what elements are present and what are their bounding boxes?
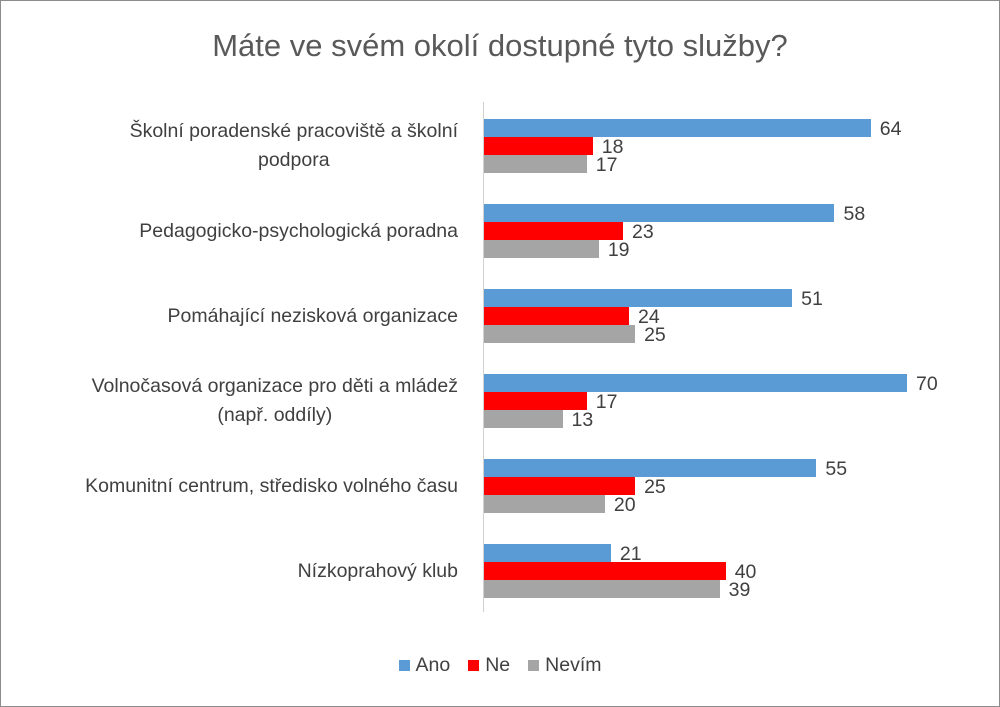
bar-ne — [484, 137, 593, 155]
data-label: 17 — [595, 391, 618, 413]
data-label: 51 — [801, 288, 823, 310]
bar-ne — [484, 477, 636, 495]
legend-label: Ano — [415, 654, 451, 676]
data-label: 70 — [916, 373, 938, 395]
data-label: 20 — [613, 494, 636, 516]
bar-ano — [484, 119, 871, 137]
legend-swatch — [528, 660, 540, 671]
category-label-text: Komunitní centrum, středisko volného čas… — [85, 474, 458, 497]
data-label: 23 — [631, 221, 654, 243]
legend-label: Nevím — [545, 654, 602, 676]
data-label: 25 — [644, 324, 666, 346]
data-label: 21 — [619, 543, 642, 565]
category-label: Školní poradenské pracoviště a školní po… — [0, 116, 458, 176]
bar-nevím — [484, 495, 605, 513]
data-label: 18 — [601, 136, 624, 158]
bar-ano — [484, 204, 835, 222]
data-label: 19 — [607, 239, 630, 261]
bar-nevím — [484, 155, 587, 173]
data-label: 13 — [571, 409, 594, 431]
category-label-text: Pomáhající nezisková organizace — [167, 304, 459, 327]
data-label: 64 — [879, 118, 902, 140]
bar-ne — [484, 562, 726, 580]
data-label: 40 — [734, 561, 757, 583]
legend-label: Ne — [485, 654, 511, 676]
bar-ano — [484, 374, 907, 392]
bar-ano — [484, 544, 611, 562]
category-label: Komunitní centrum, středisko volného čas… — [0, 456, 458, 516]
category-label: Pedagogicko-psychologická poradna — [0, 201, 458, 261]
legend-swatch — [398, 660, 410, 671]
bar-nevím — [484, 240, 599, 258]
legend-item: Ano — [398, 654, 451, 677]
category-label-text: Školní poradenské pracoviště a školní po… — [129, 120, 458, 171]
category-label-text: Nízkoprahový klub — [297, 559, 458, 582]
bar-nevím — [484, 410, 563, 428]
category-label-text: Volnočasová organizace pro děti a mládež… — [91, 375, 458, 426]
legend-item: Ne — [468, 654, 510, 677]
bar-nevím — [484, 325, 636, 343]
bar-ano — [484, 459, 817, 477]
legend: Ano Ne Nevím — [0, 654, 1000, 677]
data-label: 55 — [825, 458, 848, 480]
data-label: 25 — [644, 476, 666, 498]
bar-ne — [484, 307, 630, 325]
data-label: 17 — [595, 154, 618, 176]
category-axis-line — [483, 102, 484, 612]
legend-item: Nevím — [528, 654, 601, 677]
category-label: Pomáhající nezisková organizace — [0, 286, 459, 346]
legend-swatch — [468, 660, 480, 671]
data-label: 39 — [728, 579, 751, 601]
bar-nevím — [484, 580, 720, 598]
data-label: 24 — [638, 306, 660, 328]
data-label: 58 — [843, 203, 866, 225]
chart-title: Máte ve svém okolí dostupné tyto služby? — [212, 28, 788, 63]
category-label-text: Pedagogicko-psychologická poradna — [139, 219, 458, 242]
category-label: Nízkoprahový klub — [0, 541, 458, 601]
category-label: Volnočasová organizace pro děti a mládež… — [0, 371, 458, 431]
bar-ne — [484, 222, 623, 240]
bar-ano — [484, 289, 793, 307]
bar-ne — [484, 392, 587, 410]
